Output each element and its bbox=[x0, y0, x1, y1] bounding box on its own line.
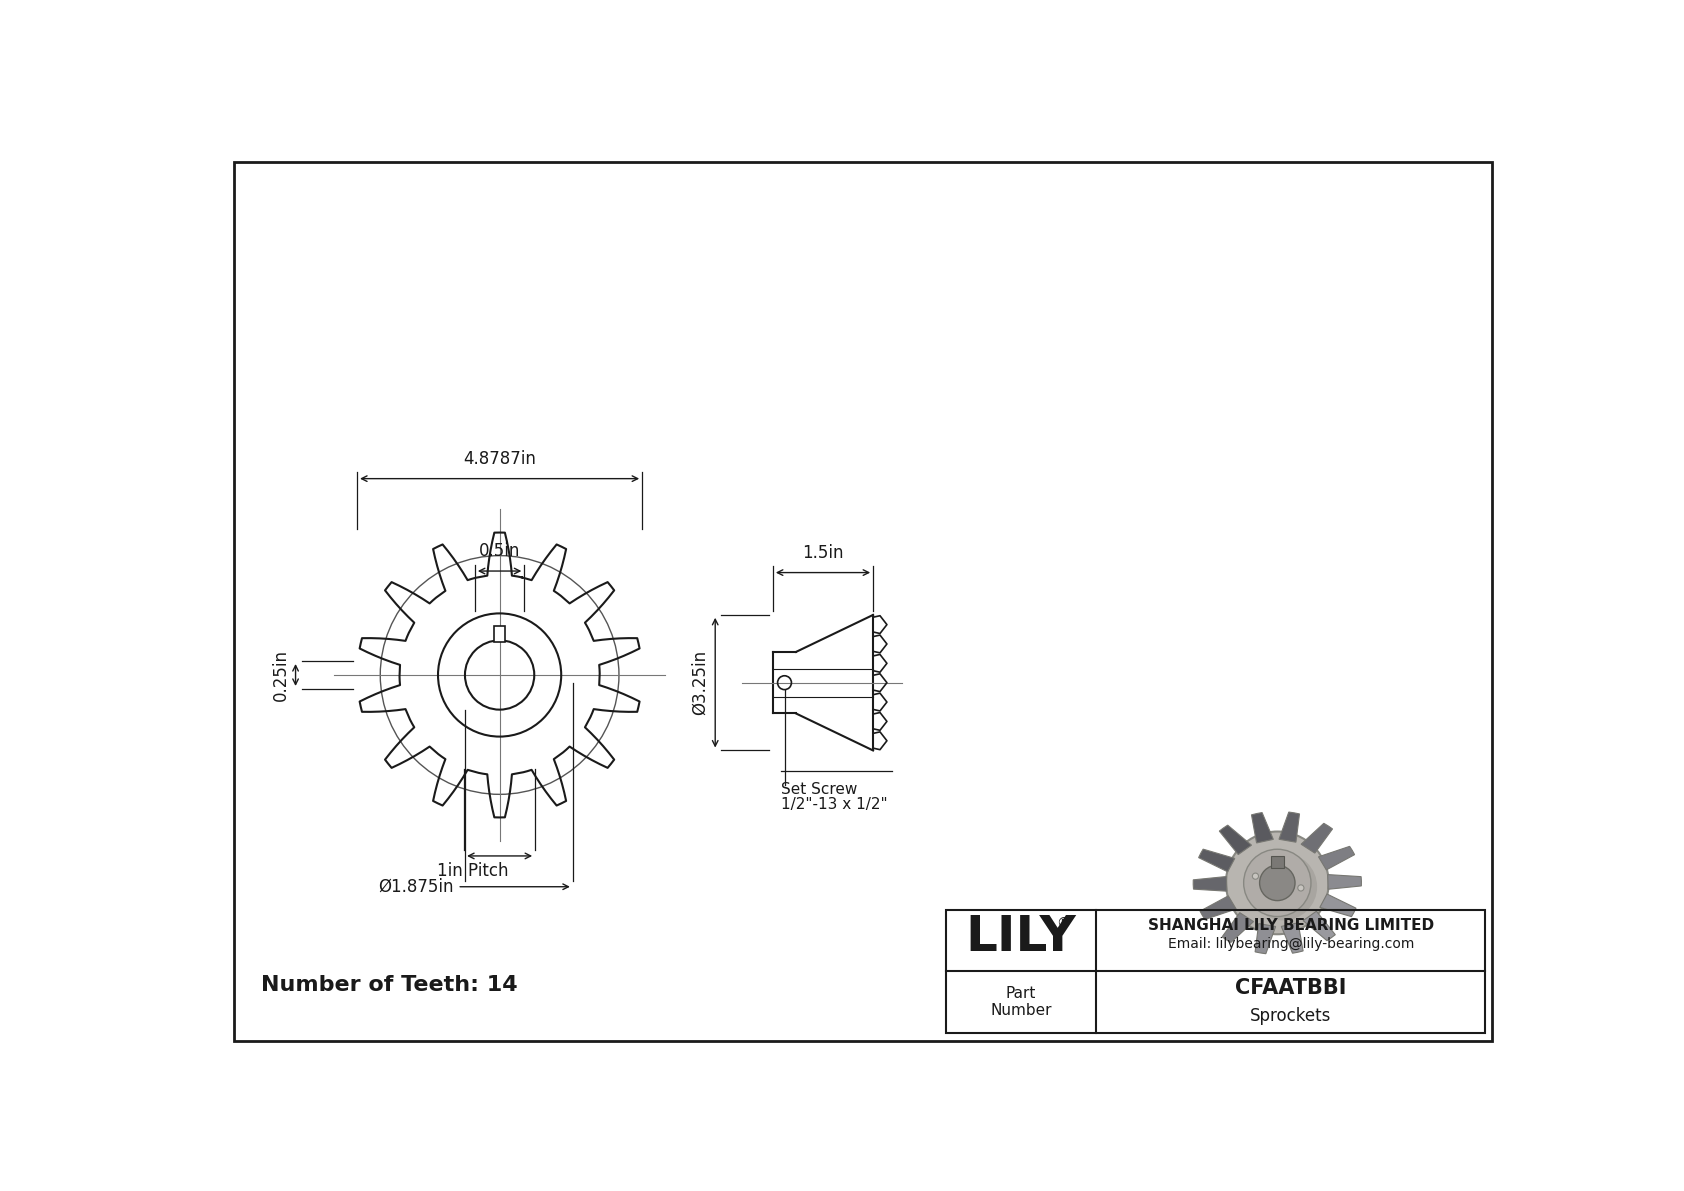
Circle shape bbox=[1298, 885, 1303, 891]
Polygon shape bbox=[1219, 825, 1251, 855]
Polygon shape bbox=[1255, 923, 1275, 954]
Polygon shape bbox=[1194, 877, 1228, 891]
Text: Number of Teeth: 14: Number of Teeth: 14 bbox=[261, 974, 517, 994]
Circle shape bbox=[1260, 865, 1295, 900]
Text: Set Screw: Set Screw bbox=[781, 782, 857, 797]
Text: Ø3.25in: Ø3.25in bbox=[690, 650, 709, 716]
Text: CFAATBBI: CFAATBBI bbox=[1234, 978, 1347, 998]
Text: ®: ® bbox=[1056, 917, 1071, 930]
Circle shape bbox=[1253, 873, 1258, 879]
Text: LILY: LILY bbox=[965, 912, 1076, 961]
Text: 0.25in: 0.25in bbox=[271, 649, 290, 701]
Polygon shape bbox=[1199, 849, 1234, 872]
Polygon shape bbox=[1201, 896, 1236, 919]
Circle shape bbox=[1244, 849, 1310, 917]
Polygon shape bbox=[1327, 874, 1361, 890]
Text: 1.5in: 1.5in bbox=[802, 544, 844, 562]
Bar bbox=[1271, 856, 1283, 868]
Text: SHANGHAI LILY BEARING LIMITED: SHANGHAI LILY BEARING LIMITED bbox=[1148, 918, 1433, 933]
Text: 4.8787in: 4.8787in bbox=[463, 450, 536, 468]
Polygon shape bbox=[1251, 812, 1273, 843]
Text: Part
Number: Part Number bbox=[990, 986, 1051, 1018]
Polygon shape bbox=[1282, 923, 1303, 953]
Text: 0.5in: 0.5in bbox=[478, 542, 520, 560]
Polygon shape bbox=[1223, 912, 1253, 942]
Polygon shape bbox=[1303, 911, 1335, 941]
Circle shape bbox=[1250, 853, 1317, 921]
Text: Ø1.875in: Ø1.875in bbox=[377, 878, 453, 896]
Polygon shape bbox=[1319, 847, 1354, 869]
Polygon shape bbox=[1302, 823, 1332, 853]
Polygon shape bbox=[1280, 812, 1300, 842]
Bar bbox=[493, 626, 505, 642]
Text: 1in Pitch: 1in Pitch bbox=[438, 862, 509, 880]
Text: 1/2"-13 x 1/2": 1/2"-13 x 1/2" bbox=[781, 797, 887, 811]
Text: Email: lilybearing@lily-bearing.com: Email: lilybearing@lily-bearing.com bbox=[1167, 937, 1415, 952]
Text: Sprockets: Sprockets bbox=[1250, 1008, 1332, 1025]
Bar bbox=[946, 910, 1485, 1033]
Circle shape bbox=[1226, 831, 1329, 934]
Polygon shape bbox=[1320, 894, 1356, 917]
